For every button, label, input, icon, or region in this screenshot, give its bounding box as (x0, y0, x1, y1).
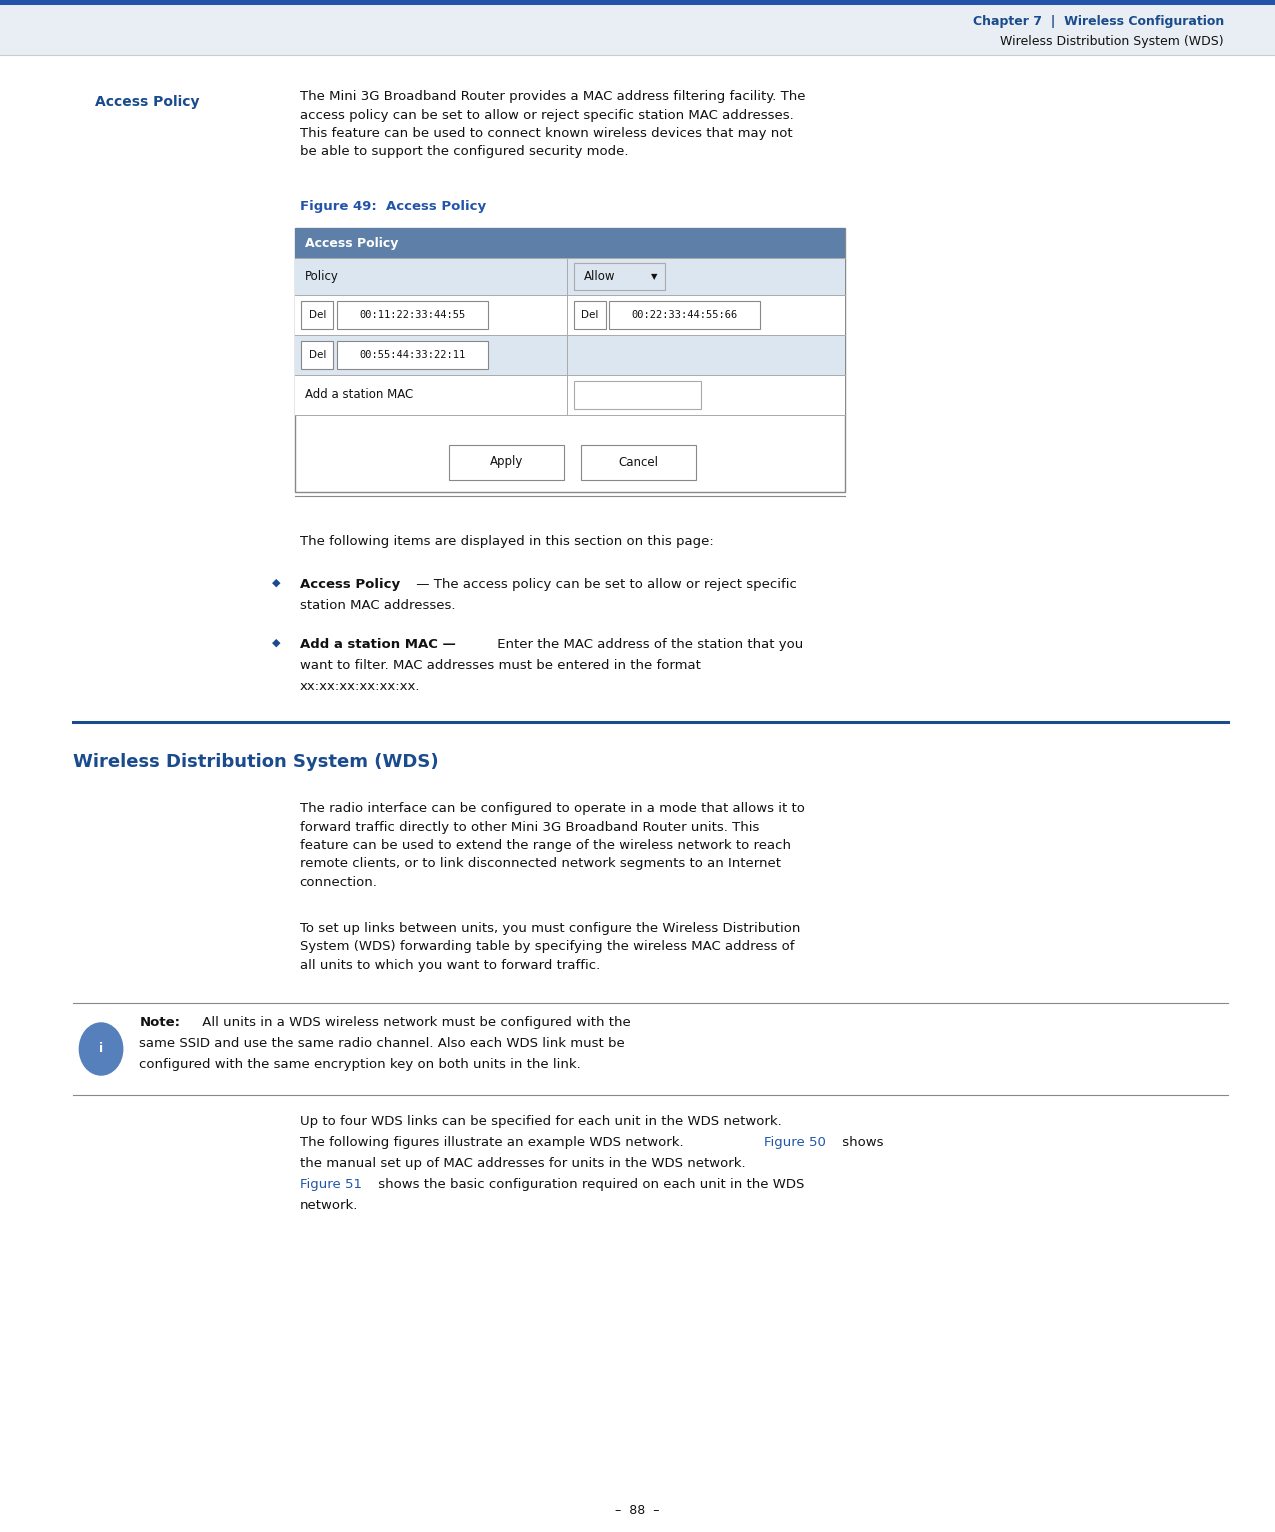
FancyBboxPatch shape (581, 444, 696, 480)
Text: the manual set up of MAC addresses for units in the WDS network.: the manual set up of MAC addresses for u… (300, 1157, 746, 1170)
FancyBboxPatch shape (337, 300, 487, 329)
FancyBboxPatch shape (337, 342, 487, 369)
Circle shape (79, 1023, 122, 1075)
Text: configured with the same encryption key on both units in the link.: configured with the same encryption key … (139, 1059, 581, 1071)
FancyBboxPatch shape (574, 381, 701, 409)
Text: Allow: Allow (584, 270, 616, 283)
FancyBboxPatch shape (301, 300, 333, 329)
Text: ◆: ◆ (272, 578, 280, 588)
Text: To set up links between units, you must configure the Wireless Distribution
Syst: To set up links between units, you must … (300, 922, 799, 971)
Bar (0, 5, 1275, 55)
Text: 00:11:22:33:44:55: 00:11:22:33:44:55 (360, 309, 465, 320)
Text: — The access policy can be set to allow or reject specific: — The access policy can be set to allow … (412, 578, 797, 591)
FancyBboxPatch shape (574, 300, 606, 329)
Text: 00:55:44:33:22:11: 00:55:44:33:22:11 (360, 349, 465, 360)
Text: Add a station MAC: Add a station MAC (305, 389, 413, 401)
Text: Del: Del (581, 309, 598, 320)
Text: The Mini 3G Broadband Router provides a MAC address filtering facility. The
acce: The Mini 3G Broadband Router provides a … (300, 90, 805, 158)
Text: 00:22:33:44:55:66: 00:22:33:44:55:66 (631, 309, 738, 320)
FancyBboxPatch shape (574, 262, 666, 291)
Text: Wireless Distribution System (WDS): Wireless Distribution System (WDS) (73, 754, 439, 771)
Text: Up to four WDS links can be specified for each unit in the WDS network.: Up to four WDS links can be specified fo… (300, 1115, 782, 1128)
FancyBboxPatch shape (301, 342, 333, 369)
Text: Note:: Note: (139, 1016, 180, 1030)
Text: Enter the MAC address of the station that you: Enter the MAC address of the station tha… (493, 637, 803, 651)
Text: All units in a WDS wireless network must be configured with the: All units in a WDS wireless network must… (198, 1016, 631, 1030)
Text: Policy: Policy (305, 270, 339, 283)
Text: Cancel: Cancel (618, 455, 658, 469)
Text: want to filter. MAC addresses must be entered in the format: want to filter. MAC addresses must be en… (300, 659, 700, 673)
Text: The radio interface can be configured to operate in a mode that allows it to
for: The radio interface can be configured to… (300, 801, 805, 889)
Bar (295, 228, 845, 257)
Text: Access Policy: Access Policy (305, 236, 399, 250)
Bar (295, 375, 845, 415)
Text: The following items are displayed in this section on this page:: The following items are displayed in thi… (300, 535, 714, 548)
Text: ▼: ▼ (650, 273, 657, 280)
FancyBboxPatch shape (609, 300, 760, 329)
Text: Del: Del (309, 309, 326, 320)
Text: Del: Del (309, 349, 326, 360)
Text: shows the basic configuration required on each unit in the WDS: shows the basic configuration required o… (374, 1178, 805, 1190)
Text: same SSID and use the same radio channel. Also each WDS link must be: same SSID and use the same radio channel… (139, 1037, 625, 1049)
Text: shows: shows (838, 1137, 884, 1149)
Text: –  88  –: – 88 – (616, 1503, 659, 1517)
FancyBboxPatch shape (295, 228, 845, 492)
Text: Chapter 7  |  Wireless Configuration: Chapter 7 | Wireless Configuration (973, 15, 1224, 29)
Text: The following figures illustrate an example WDS network.: The following figures illustrate an exam… (300, 1137, 687, 1149)
Text: ◆: ◆ (272, 637, 280, 648)
Text: Access Policy: Access Policy (300, 578, 400, 591)
Text: Figure 50: Figure 50 (764, 1137, 826, 1149)
Text: Apply: Apply (490, 455, 523, 469)
Text: network.: network. (300, 1200, 358, 1212)
Text: Figure 51: Figure 51 (300, 1178, 362, 1190)
Text: Wireless Distribution System (WDS): Wireless Distribution System (WDS) (1001, 35, 1224, 49)
Bar (295, 296, 845, 336)
Text: i: i (99, 1042, 103, 1056)
Text: xx:xx:xx:xx:xx:xx.: xx:xx:xx:xx:xx:xx. (300, 680, 421, 692)
Bar (0, 0, 1275, 5)
Text: Access Policy: Access Policy (96, 95, 199, 109)
Bar (295, 336, 845, 375)
Text: Figure 49:  Access Policy: Figure 49: Access Policy (300, 201, 486, 213)
Bar (295, 257, 845, 296)
Text: Add a station MAC —: Add a station MAC — (300, 637, 455, 651)
FancyBboxPatch shape (449, 444, 564, 480)
Text: station MAC addresses.: station MAC addresses. (300, 599, 455, 611)
